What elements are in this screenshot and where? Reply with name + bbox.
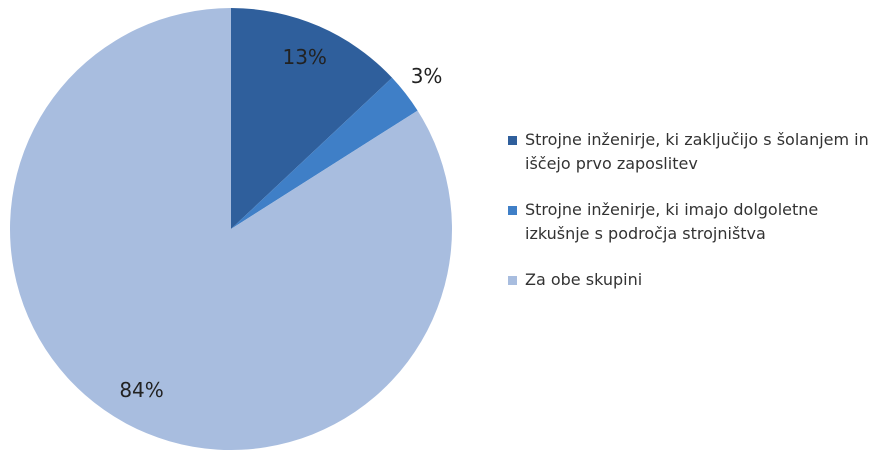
pie-slice: [231, 8, 393, 229]
data-label: 84%: [119, 378, 163, 402]
legend-item: Strojne inženirje, ki imajo dolgoletne i…: [508, 198, 873, 246]
legend-swatch: [508, 276, 517, 285]
legend-label: Strojne inženirje, ki zaključijo s šolan…: [525, 130, 869, 173]
data-label: 3%: [411, 64, 443, 88]
legend: Strojne inženirje, ki zaključijo s šolan…: [508, 128, 873, 314]
legend-item: Strojne inženirje, ki zaključijo s šolan…: [508, 128, 873, 176]
legend-label: Za obe skupini: [525, 270, 643, 289]
pie-slice: [9, 8, 452, 450]
pie-slice: [231, 77, 418, 229]
legend-swatch: [508, 206, 517, 215]
legend-item: Za obe skupini: [508, 268, 873, 292]
legend-label: Strojne inženirje, ki imajo dolgoletne i…: [525, 200, 819, 243]
data-label: 13%: [282, 45, 326, 69]
legend-swatch: [508, 136, 517, 145]
